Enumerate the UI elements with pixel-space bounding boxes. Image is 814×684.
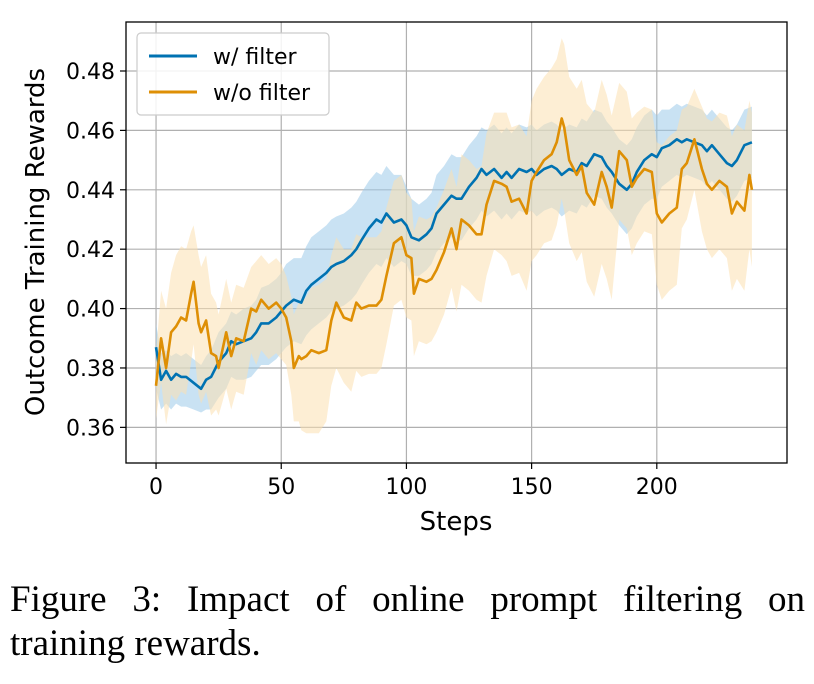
x-axis-title: Steps: [420, 507, 493, 537]
y-tick-label: 0.36: [66, 416, 115, 441]
x-tick-label: 0: [149, 475, 163, 500]
legend-label-w-filter: w/ filter: [213, 45, 298, 70]
x-tick-label: 200: [636, 475, 678, 500]
x-tick-label: 100: [385, 475, 427, 500]
figure-caption: Figure 3: Impact of online prompt filter…: [10, 579, 805, 664]
axis-ticks: 0 50 100 150 200 0.36 0.38 0.40 0.42 0.44 0.46 0.48: [66, 60, 678, 500]
x-tick-label: 50: [267, 475, 295, 500]
legend-box: [136, 32, 330, 116]
x-tick-label: 150: [511, 475, 553, 500]
legend: w/ filter w/o filter: [136, 32, 330, 116]
y-tick-label: 0.42: [66, 238, 115, 263]
y-tick-label: 0.46: [66, 119, 115, 144]
plot-frame: [125, 21, 788, 464]
series-lines: [154, 117, 754, 391]
series-line-w-filter: [154, 138, 753, 391]
y-axis-title: Outcome Training Rewards: [21, 68, 51, 416]
y-tick-label: 0.38: [66, 357, 115, 382]
y-tick-label: 0.44: [66, 179, 115, 204]
series-line-w-o-filter: [154, 117, 754, 386]
legend-label-w-o-filter: w/o filter: [213, 81, 311, 106]
y-tick-label: 0.48: [66, 60, 115, 85]
y-tick-label: 0.40: [66, 298, 115, 323]
line-chart: 0 50 100 150 200 0.36 0.38 0.40 0.42 0.44 0.46 0.48…: [21, 21, 788, 537]
